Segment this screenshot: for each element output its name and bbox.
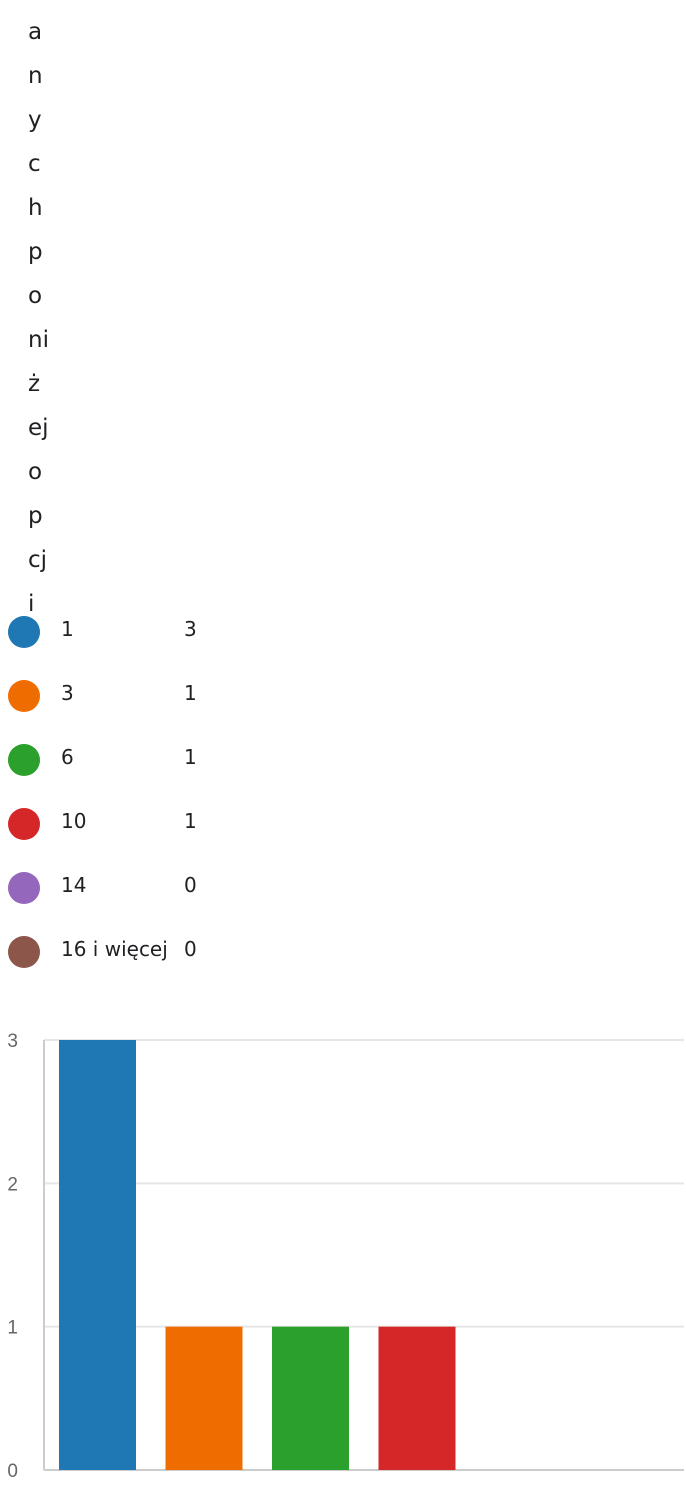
legend-label: 14 [61,873,87,897]
bar [378,1326,456,1470]
question-label-fragment: p [28,239,43,265]
question-label-fragment: h [28,195,43,221]
legend-swatch-icon [8,872,40,904]
question-label-fragment: cj [28,547,48,573]
legend-swatch-icon [8,616,40,648]
legend-label: 3 [61,681,74,705]
question-label-fragment: ż [28,371,41,397]
legend-label: 1 [61,617,74,641]
legend-label: 16 i więcej [61,937,168,961]
legend: 1 3 3 1 6 1 10 1 14 0 16 i więcej 0 [6,600,306,984]
y-tick-label: 3 [7,1031,18,1052]
legend-item: 16 i więcej 0 [6,920,306,984]
legend-label: 6 [61,745,74,769]
question-label-fragment: p [28,503,43,529]
question-label-fragment: o [28,459,43,485]
legend-swatch-icon [8,680,40,712]
question-label-fragment: n [28,63,43,89]
legend-count: 1 [184,745,197,769]
legend-item: 14 0 [6,856,306,920]
question-label-fragment: ni [28,327,49,353]
y-tick-label: 1 [7,1318,18,1339]
question-label-fragment: a [28,19,43,45]
legend-swatch-icon [8,808,40,840]
question-label-fragment: c [28,151,41,177]
question-label-fragment: y [28,107,42,133]
bar [272,1326,349,1470]
legend-swatch-icon [8,936,40,968]
bar [165,1326,243,1470]
legend-count: 3 [184,617,197,641]
bar [59,1040,136,1470]
legend-count: 1 [184,681,197,705]
legend-count: 0 [184,937,197,961]
question-label-fragment: o [28,283,43,309]
legend-count: 1 [184,809,197,833]
question-label-fragment: ej [28,415,49,441]
y-tick-label: 0 [7,1461,18,1482]
legend-count: 0 [184,873,197,897]
legend-swatch-icon [8,744,40,776]
y-tick-label: 2 [7,1174,18,1195]
legend-label: 10 [61,809,87,833]
question-label: a n y c h p o ni ż ej o p cj i [28,10,68,626]
question-label-fragment: i [28,591,35,617]
legend-item: 10 1 [6,792,306,856]
